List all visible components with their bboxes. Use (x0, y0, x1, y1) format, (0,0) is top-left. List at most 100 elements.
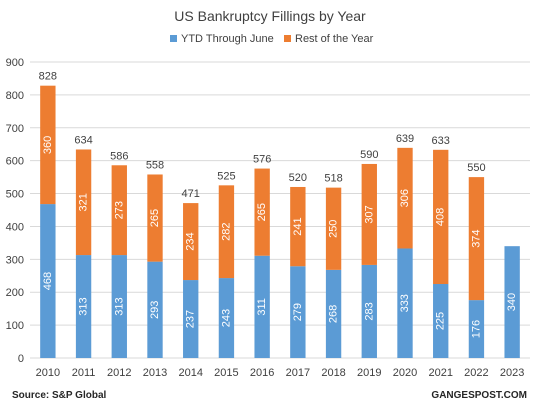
y-tick-label: 300 (6, 254, 24, 266)
label-ytd-2018: 268 (328, 305, 340, 323)
label-rest-2010: 360 (42, 136, 54, 154)
y-tick-label: 200 (6, 287, 24, 299)
x-tick-label: 2010 (36, 367, 60, 379)
bar-rest-2020 (397, 147, 413, 249)
bar-ytd-2023 (504, 246, 520, 358)
bar-rest-2014 (183, 203, 199, 281)
label-ytd-2021: 225 (435, 312, 447, 330)
x-tick-label: 2022 (464, 367, 488, 379)
label-rest-2016: 265 (256, 203, 268, 221)
total-label-2022: 550 (467, 162, 485, 174)
label-ytd-2012: 313 (113, 297, 125, 315)
source-note: Source: S&P Global (12, 390, 107, 401)
legend-label-rest: Rest of the Year (295, 33, 374, 45)
x-tick-label: 2018 (321, 367, 345, 379)
total-label-2015: 525 (217, 170, 235, 182)
x-tick-label: 2012 (107, 367, 131, 379)
label-rest-2020: 306 (399, 189, 411, 207)
y-tick-label: 600 (6, 156, 24, 168)
legend-swatch-rest (284, 35, 291, 42)
label-rest-2017: 241 (292, 217, 304, 235)
bar-ytd-2022 (468, 300, 485, 358)
bar-rest-2016 (254, 168, 270, 256)
label-rest-2021: 408 (435, 208, 447, 226)
bar-rest-2017 (290, 186, 306, 267)
bar-rest-2015 (218, 185, 235, 279)
bar-ytd-2017 (290, 266, 306, 358)
watermark: GANGESPOST.COM (431, 390, 527, 401)
total-label-2014: 471 (182, 188, 200, 200)
legend: YTD Through June Rest of the Year (170, 33, 374, 45)
bar-rest-2018 (325, 187, 342, 270)
gridlines (30, 61, 530, 359)
bar-ytd-2019 (361, 264, 377, 358)
total-label-2016: 576 (253, 154, 271, 166)
bar-rest-2012 (111, 165, 127, 256)
x-tick-label: 2023 (500, 367, 524, 379)
y-tick-label: 900 (6, 57, 24, 69)
y-tick-label: 800 (6, 90, 24, 102)
total-label-2017: 520 (289, 172, 307, 184)
label-ytd-2011: 313 (78, 297, 90, 315)
label-ytd-2023: 340 (506, 293, 518, 311)
bar-rest-2010 (40, 85, 56, 205)
total-label-2011: 634 (74, 134, 92, 146)
bar-ytd-2012 (111, 255, 127, 358)
label-ytd-2013: 293 (149, 301, 161, 319)
total-label-2020: 639 (396, 133, 414, 145)
x-tick-label: 2011 (72, 367, 96, 379)
total-label-2018: 518 (324, 173, 342, 185)
x-tick-label: 2014 (178, 367, 202, 379)
bar-ytd-2014 (183, 280, 199, 358)
bar-rest-2021 (433, 149, 449, 284)
x-tick-label: 2015 (214, 367, 238, 379)
label-rest-2013: 265 (149, 209, 161, 227)
y-axis: 0 100 200 300 400 500 600 700 800 900 (6, 57, 24, 365)
label-ytd-2010: 468 (42, 272, 54, 290)
legend-swatch-ytd (170, 35, 177, 42)
x-tick-label: 2017 (286, 367, 310, 379)
label-ytd-2014: 237 (185, 310, 197, 328)
label-rest-2022: 374 (470, 229, 482, 247)
label-ytd-2017: 279 (292, 303, 304, 321)
y-tick-label: 500 (6, 189, 24, 201)
y-tick-label: 0 (18, 353, 24, 365)
x-tick-label: 2020 (393, 367, 417, 379)
bar-ytd-2018 (325, 269, 342, 358)
total-label-2019: 590 (360, 149, 378, 161)
label-ytd-2019: 283 (363, 302, 375, 320)
bars: 468 360 828 313 321 634 313 273 586 293 265 558 237 2… (39, 71, 520, 358)
bar-rest-2022 (468, 177, 485, 301)
total-label-2013: 558 (146, 159, 164, 171)
bar-ytd-2015 (218, 278, 235, 358)
label-ytd-2022: 176 (470, 320, 482, 338)
bar-rest-2019 (361, 163, 377, 265)
x-tick-label: 2016 (250, 367, 274, 379)
bar-ytd-2016 (254, 255, 270, 358)
bar-rest-2011 (75, 149, 92, 256)
bar-ytd-2011 (75, 255, 92, 358)
y-tick-label: 100 (6, 320, 24, 332)
y-tick-label: 700 (6, 123, 24, 135)
x-tick-label: 2021 (428, 367, 452, 379)
label-ytd-2020: 333 (399, 294, 411, 312)
label-ytd-2016: 311 (256, 298, 268, 316)
total-label-2021: 633 (432, 135, 450, 147)
bar-rest-2013 (147, 174, 163, 262)
x-axis: 2010 2011 2012 2013 2014 2015 2016 2017 2018 2019… (36, 367, 525, 379)
label-rest-2015: 282 (220, 223, 232, 241)
bar-ytd-2021 (433, 284, 449, 358)
legend-label-ytd: YTD Through June (181, 33, 274, 45)
label-rest-2011: 321 (78, 193, 90, 211)
total-label-2012: 586 (110, 150, 128, 162)
label-ytd-2015: 243 (220, 309, 232, 327)
label-rest-2018: 250 (328, 220, 340, 238)
bar-ytd-2010 (40, 204, 56, 358)
label-rest-2019: 307 (363, 205, 375, 223)
x-tick-label: 2013 (143, 367, 167, 379)
label-rest-2012: 273 (113, 201, 125, 219)
total-label-2010: 828 (39, 71, 57, 83)
label-rest-2014: 234 (185, 232, 197, 250)
bar-ytd-2013 (147, 261, 163, 358)
